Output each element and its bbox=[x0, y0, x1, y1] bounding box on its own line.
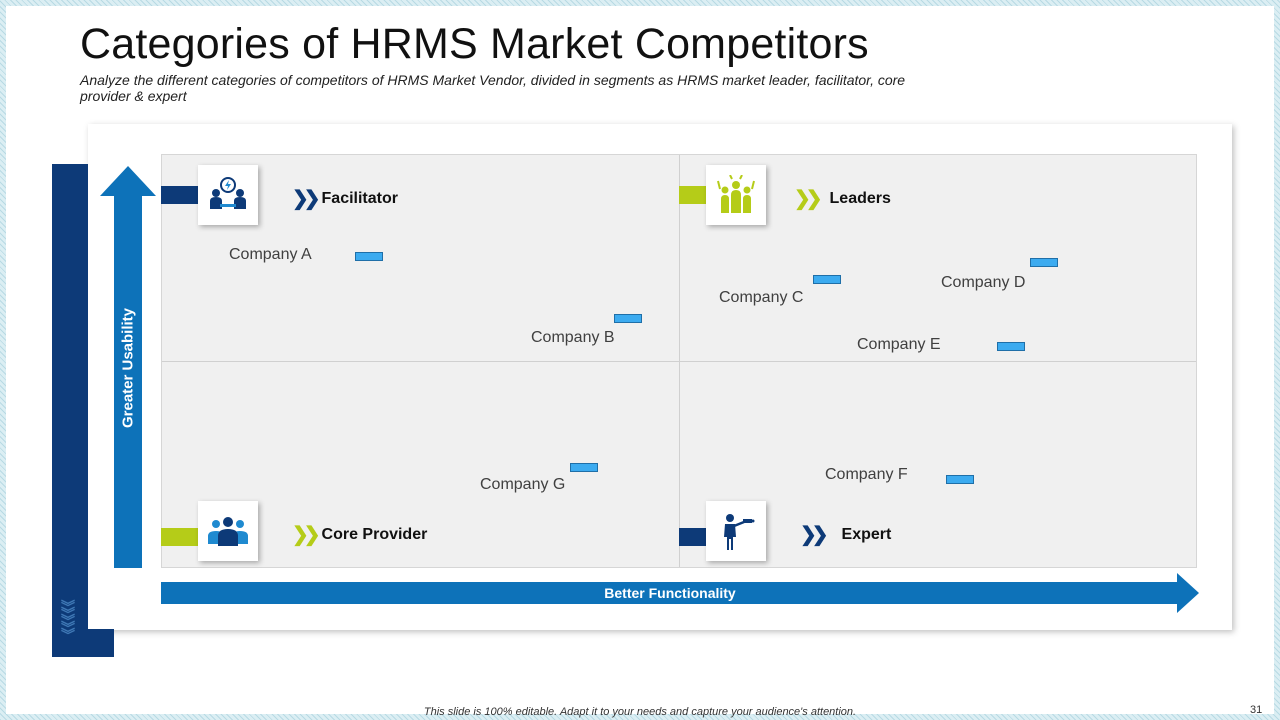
company-label-a: Company A bbox=[229, 246, 312, 263]
company-marker-b bbox=[614, 314, 642, 323]
side-decor-bar: ︾ ︾ ︾ ︾ ︾ bbox=[52, 164, 114, 657]
company-label-b: Company B bbox=[531, 329, 615, 346]
company-label-c: Company C bbox=[719, 289, 804, 306]
page-subtitle: Analyze the different categories of comp… bbox=[80, 72, 906, 104]
quadrant-label-core-provider: ❯❯ Core Provider bbox=[292, 524, 428, 546]
arrow-up-icon bbox=[100, 166, 156, 196]
facilitator-tab bbox=[161, 186, 199, 204]
page-title: Categories of HRMS Market Competitors bbox=[80, 20, 869, 68]
company-marker-g bbox=[570, 463, 598, 472]
company-marker-c bbox=[813, 275, 841, 284]
footer-note: This slide is 100% editable. Adapt it to… bbox=[423, 706, 857, 718]
quadrant-label-facilitator: ❯❯ Facilitator bbox=[292, 188, 398, 210]
company-label-e: Company E bbox=[857, 336, 941, 353]
y-axis-label: Greater Usability bbox=[119, 307, 137, 429]
company-label-f: Company F bbox=[825, 466, 908, 483]
presenter-icon bbox=[724, 514, 755, 550]
team-celebration-icon bbox=[717, 175, 755, 213]
company-label-d: Company D bbox=[941, 274, 1026, 291]
company-marker-d bbox=[1030, 258, 1058, 267]
company-label-g: Company G bbox=[480, 476, 566, 493]
company-marker-a bbox=[355, 252, 383, 261]
quadrant-label-leaders: ❯❯ Leaders bbox=[794, 188, 891, 210]
slide: Categories of HRMS Market Competitors An… bbox=[6, 6, 1274, 718]
quadrant-label-expert: ❯❯ Expert bbox=[800, 524, 892, 546]
y-axis-arrow bbox=[114, 196, 142, 568]
core-provider-tab bbox=[161, 528, 199, 546]
chevron-right-icon: ❯❯ bbox=[800, 524, 828, 546]
company-marker-e bbox=[997, 342, 1025, 351]
quadrant-grid bbox=[161, 154, 1197, 568]
leaders-icon-box bbox=[706, 165, 766, 225]
meeting-icon bbox=[210, 177, 246, 209]
core-provider-icon-box bbox=[198, 501, 258, 561]
chevron-right-icon: ❯❯ bbox=[292, 524, 320, 546]
company-marker-f bbox=[946, 475, 974, 484]
x-axis-arrow bbox=[161, 582, 1179, 604]
group-icon bbox=[208, 517, 248, 546]
page-number: 31 bbox=[1250, 704, 1263, 716]
chevron-right-icon: ❯❯ bbox=[794, 188, 822, 210]
arrow-right-icon bbox=[1177, 573, 1199, 613]
chevrons-down-icon: ︾ ︾ ︾ ︾ ︾ bbox=[61, 599, 75, 643]
expert-icon-box bbox=[706, 501, 766, 561]
x-axis-label: Better Functionality bbox=[604, 585, 736, 601]
facilitator-icon-box bbox=[198, 165, 258, 225]
chevron-right-icon: ❯❯ bbox=[292, 188, 320, 210]
